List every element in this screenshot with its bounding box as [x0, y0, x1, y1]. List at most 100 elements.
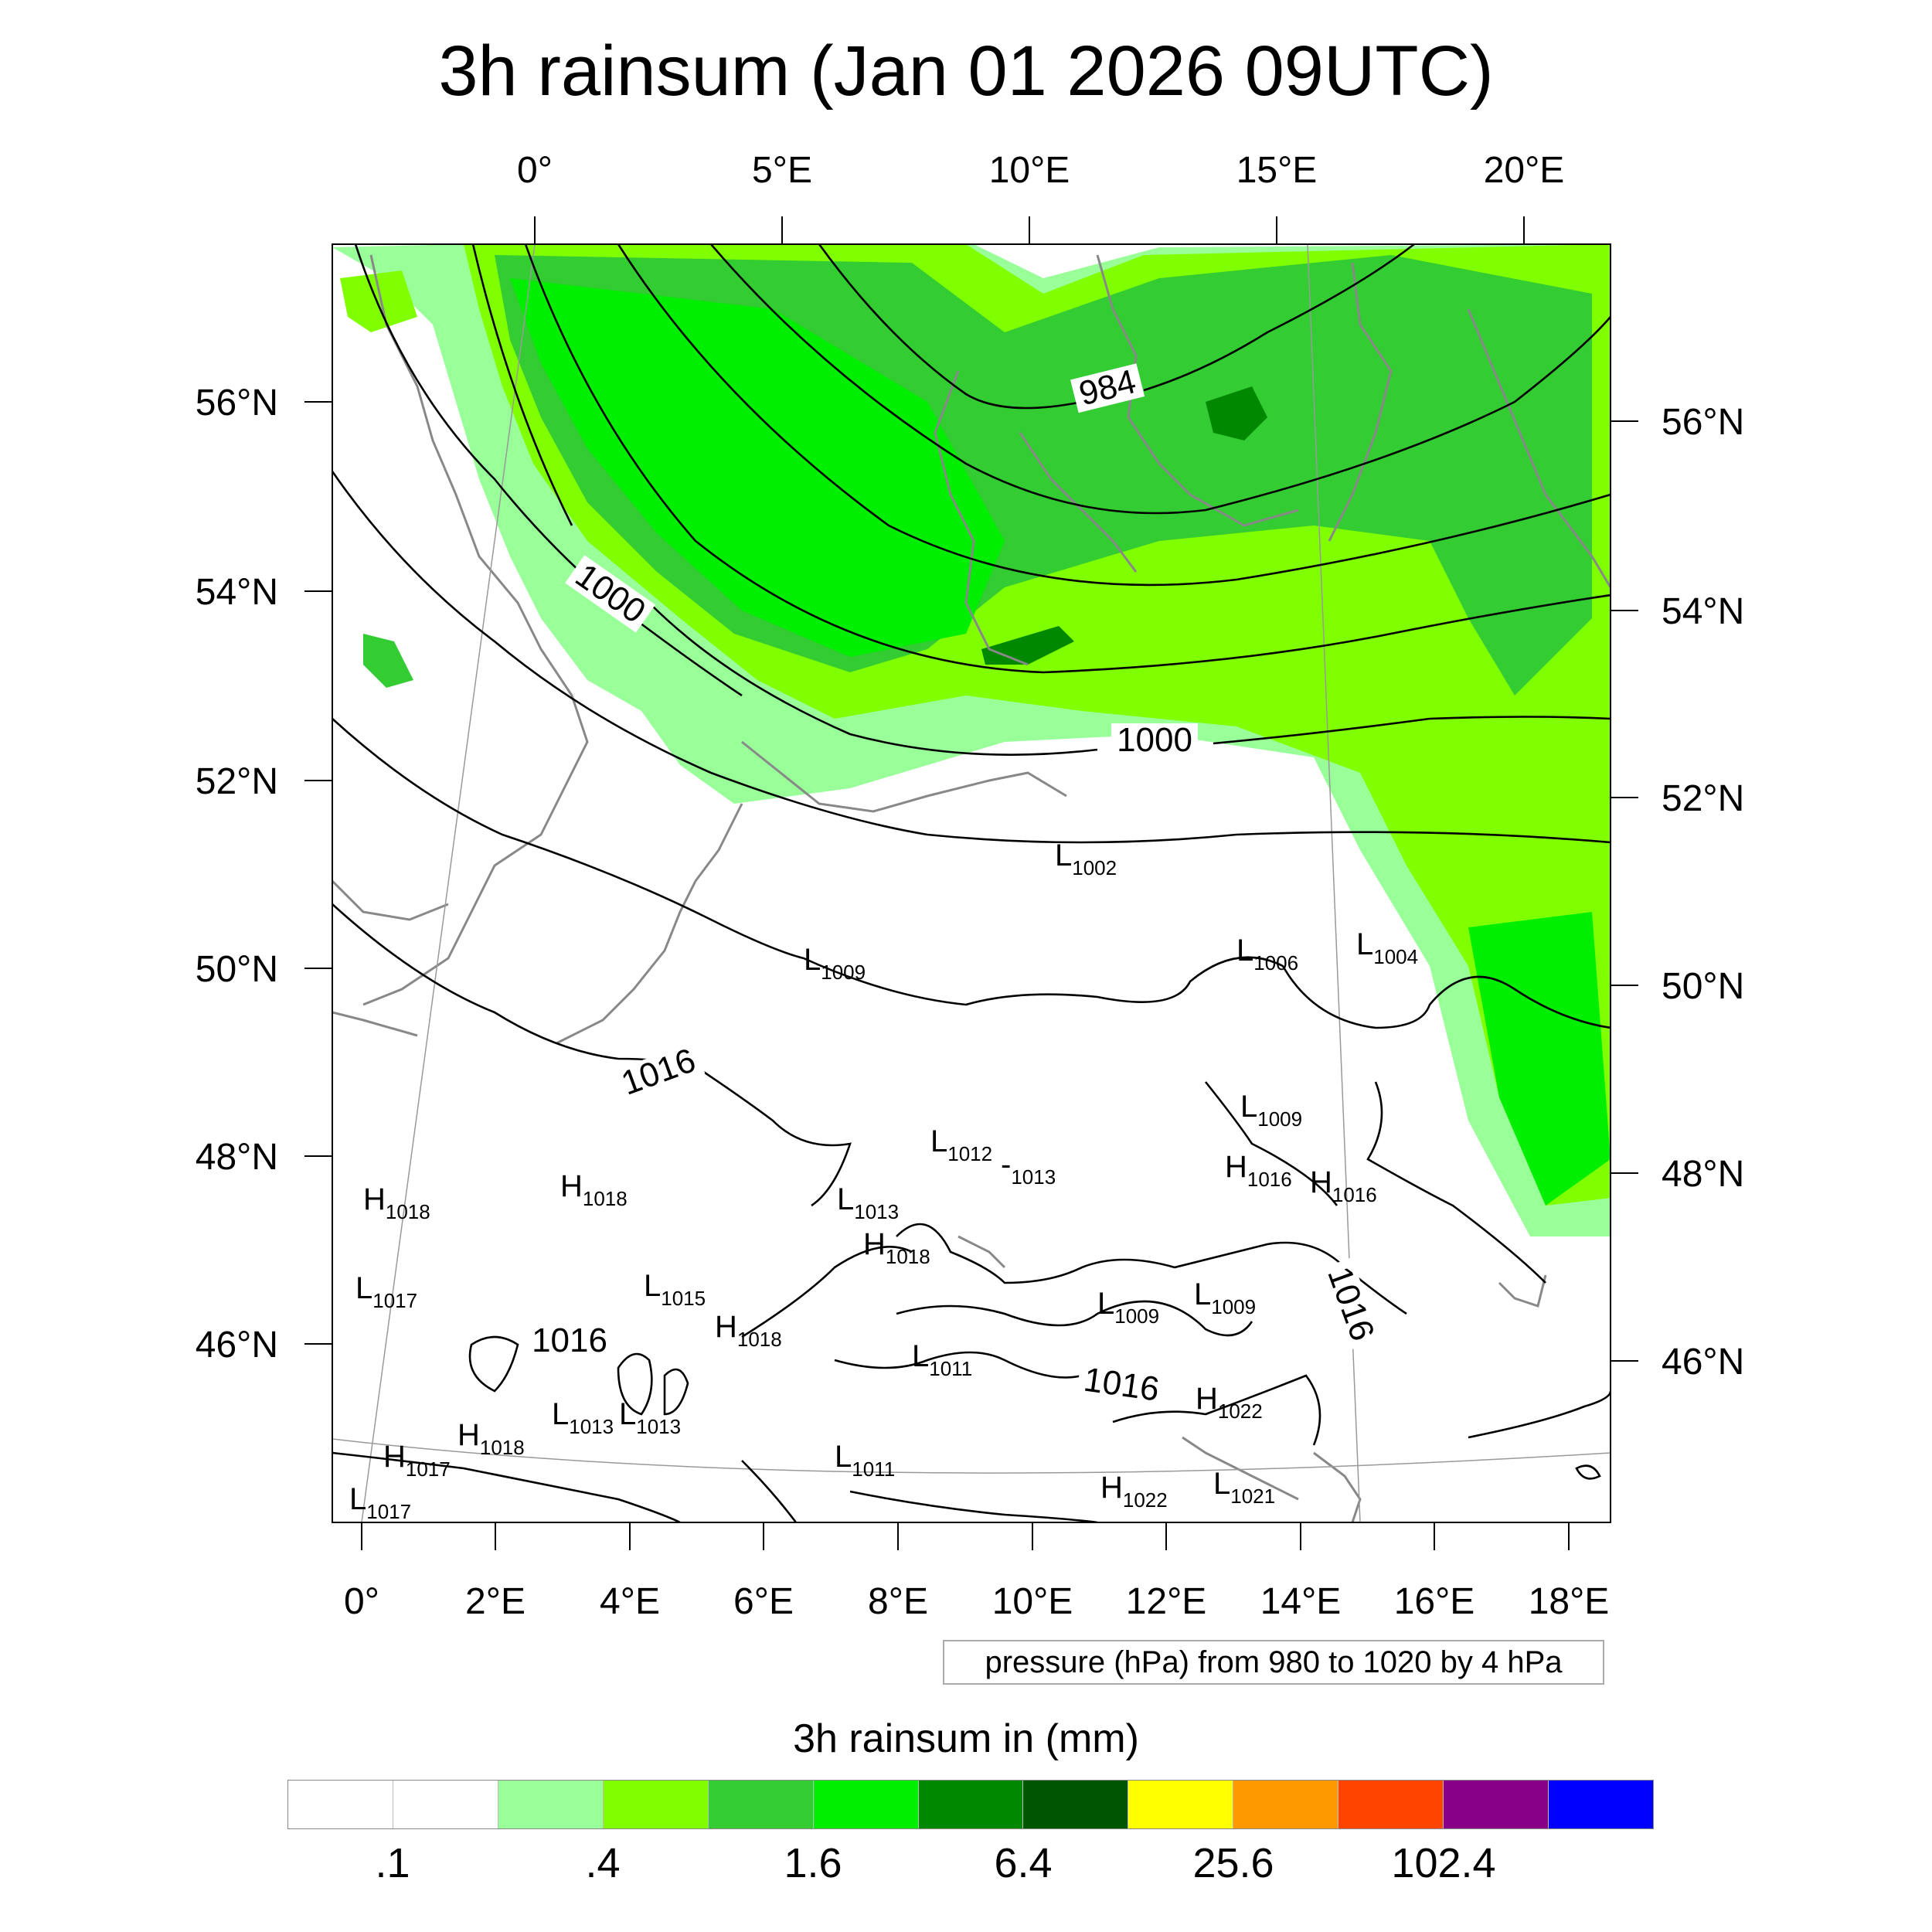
- bottom-lon-label: 18°E: [1529, 1581, 1610, 1622]
- isobar-line: [741, 1246, 913, 1338]
- top-lon-label: 0°: [517, 150, 553, 191]
- isobar-line: [471, 244, 573, 526]
- right-latitude-labels: 56°N 54°N 52°N 50°N 48°N 46°N: [1662, 402, 1744, 1383]
- colorbar-label: 6.4: [994, 1840, 1053, 1886]
- pressure-center-label: H1018: [457, 1418, 525, 1459]
- isobar-line: [710, 244, 1611, 515]
- isobar-line: [663, 1368, 689, 1416]
- colorbar-label: 1.6: [784, 1840, 842, 1886]
- isobar-line: [617, 1352, 653, 1416]
- colorbar-title: 3h rainsum in (mm): [793, 1716, 1139, 1761]
- bottom-lon-label: 2°E: [465, 1581, 526, 1622]
- isobar-line: [648, 602, 1098, 756]
- colorbar-segment: [498, 1781, 604, 1828]
- colorbar-label: 25.6: [1192, 1840, 1274, 1886]
- map-title: 3h rainsum (Jan 01 2026 09UTC): [438, 32, 1494, 111]
- pressure-center-label: L1013: [837, 1182, 899, 1223]
- left-lat-label: 52°N: [196, 761, 278, 802]
- left-lat-label: 48°N: [196, 1137, 278, 1178]
- colorbar-label: 102.4: [1391, 1840, 1496, 1886]
- colorbar-segment: [603, 1781, 709, 1828]
- colorbar: [287, 1780, 1654, 1829]
- pressure-center-label: L1015: [644, 1269, 706, 1310]
- pressure-center-label: H1017: [383, 1440, 451, 1481]
- right-lat-label: 56°N: [1662, 402, 1744, 443]
- colorbar-segment: [1023, 1781, 1129, 1828]
- pressure-center-label: H1018: [363, 1182, 430, 1223]
- isobar-label: 1016: [1081, 1361, 1162, 1409]
- pressure-center-label: L1013: [552, 1397, 614, 1438]
- pressure-center-label: L1011: [835, 1440, 895, 1481]
- isobar-line: [834, 1351, 1083, 1379]
- colorbar-segment: [1233, 1781, 1339, 1828]
- pressure-center-label: L1009: [1194, 1277, 1256, 1318]
- isobar-line: [332, 903, 852, 1207]
- rain-spot-nw: [340, 270, 417, 332]
- pressure-center-label: L1017: [349, 1482, 411, 1523]
- isobar-label: 1016: [1320, 1262, 1382, 1346]
- isobar-label: 1000: [1117, 721, 1192, 759]
- pressure-center-label: H1018: [560, 1169, 628, 1210]
- pressure-center-label: L1013: [619, 1397, 681, 1438]
- isobar-line: [332, 718, 1611, 1029]
- isobar-line: [1575, 1464, 1601, 1480]
- isobar-line: [1366, 1081, 1546, 1284]
- pressure-center-label: H1016: [1310, 1165, 1377, 1206]
- left-lat-label: 46°N: [196, 1325, 278, 1366]
- colorbar-segment: [393, 1781, 498, 1828]
- bottom-lon-label: 10°E: [992, 1581, 1073, 1622]
- pressure-center-label: L1006: [1236, 934, 1298, 975]
- isobar-label: 1016: [532, 1321, 607, 1359]
- bottom-lon-label: 16°E: [1394, 1581, 1475, 1622]
- colorbar-segment: [1444, 1781, 1549, 1828]
- isobar-line: [354, 244, 743, 697]
- bottom-lon-label: 4°E: [600, 1581, 660, 1622]
- pressure-center-label: L1004: [1356, 927, 1418, 968]
- top-lon-label: 5°E: [752, 150, 812, 191]
- isobar-line: [1468, 1390, 1611, 1439]
- pressure-center-label: H1022: [1100, 1471, 1168, 1512]
- rain-area-strong: [510, 278, 1005, 657]
- pressure-center-label: H1018: [715, 1310, 782, 1351]
- isobar-line: [849, 1490, 1098, 1522]
- pressure-center-label: L1009: [804, 943, 866, 984]
- pressure-center-label: L1017: [355, 1271, 417, 1312]
- isobar-line: [332, 471, 1611, 844]
- isobar-line: [896, 1223, 1407, 1315]
- colorbar-segment: [288, 1781, 393, 1828]
- colorbar-segment: [1549, 1781, 1653, 1828]
- pressure-center-label: H1016: [1225, 1150, 1292, 1191]
- bottom-lon-label: 8°E: [868, 1581, 928, 1622]
- coastlines: [332, 254, 1611, 1522]
- bottom-lon-label: 6°E: [733, 1581, 794, 1622]
- pressure-center-label: L1009: [1097, 1287, 1159, 1328]
- bottom-lon-label: 12°E: [1126, 1581, 1207, 1622]
- isobar-line: [818, 244, 1083, 410]
- isobar-line: [1213, 716, 1611, 745]
- left-latitude-labels: 56°N 54°N 52°N 50°N 48°N 46°N: [196, 383, 278, 1366]
- top-lon-label: 20°E: [1484, 150, 1565, 191]
- right-lat-label: 50°N: [1662, 966, 1744, 1007]
- pressure-centers: L1002 L1009 L1006 L1004 L1009 L1012 -101…: [349, 838, 1418, 1523]
- left-lat-label: 54°N: [196, 572, 278, 613]
- pressure-info-box: pressure (hPa) from 980 to 1020 by 4 hPa: [943, 1640, 1604, 1685]
- colorbar-segment: [1338, 1781, 1444, 1828]
- isobar-line: [1112, 1374, 1321, 1446]
- plot-frame: [332, 243, 1611, 1523]
- isobar-line: [468, 1335, 519, 1393]
- colorbar-label: .4: [585, 1840, 621, 1886]
- rain-field: [332, 244, 1611, 1236]
- right-lat-label: 54°N: [1662, 591, 1744, 632]
- isobar-line: [524, 244, 1611, 674]
- left-lat-label: 56°N: [196, 383, 278, 423]
- isobar-line: [1143, 244, 1415, 392]
- pressure-center-label: -1013: [1001, 1148, 1056, 1189]
- pressure-center-label: H1018: [863, 1227, 930, 1268]
- colorbar-segment: [708, 1781, 814, 1828]
- colorbar-segment: [918, 1781, 1024, 1828]
- right-lat-label: 52°N: [1662, 778, 1744, 819]
- isobar-line: [332, 1451, 681, 1522]
- top-lon-label: 15°E: [1236, 150, 1318, 191]
- isobars: [332, 244, 1611, 1522]
